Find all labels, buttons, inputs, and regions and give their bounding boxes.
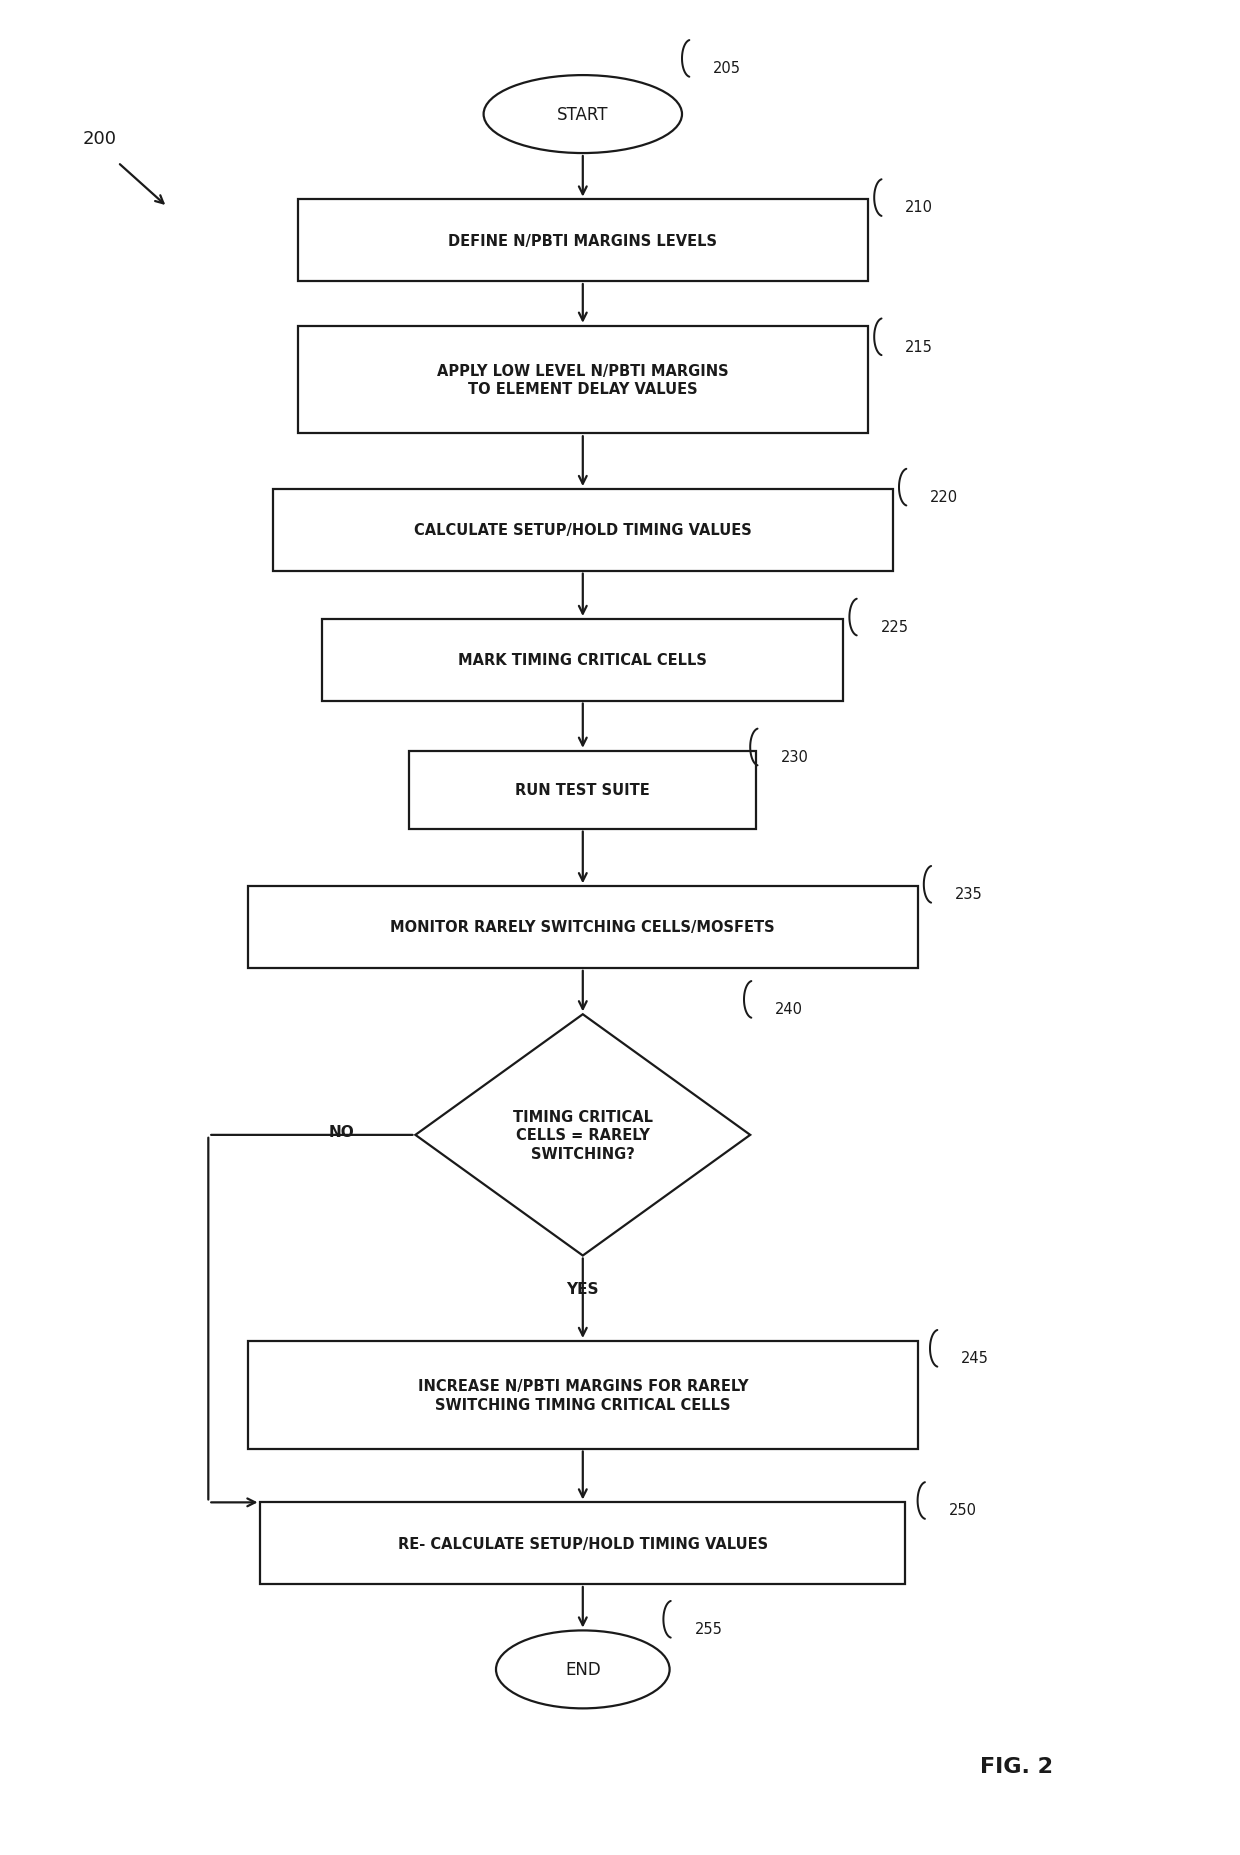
Bar [248, 887, 918, 968]
Text: DEFINE N/PBTI MARGINS LEVELS: DEFINE N/PBTI MARGINS LEVELS [449, 234, 717, 249]
Text: 220: 220 [930, 490, 959, 505]
Text: APPLY LOW LEVEL N/PBTI MARGINS
TO ELEMENT DELAY VALUES: APPLY LOW LEVEL N/PBTI MARGINS TO ELEMEN… [436, 364, 729, 397]
Text: MARK TIMING CRITICAL CELLS: MARK TIMING CRITICAL CELLS [459, 653, 707, 668]
Text: FIG. 2: FIG. 2 [981, 1757, 1053, 1775]
Bar [273, 490, 893, 571]
Text: 255: 255 [694, 1621, 722, 1636]
Bar [260, 1503, 905, 1584]
Text: 225: 225 [880, 620, 909, 634]
Ellipse shape [484, 76, 682, 154]
Text: TIMING CRITICAL
CELLS = RARELY
SWITCHING?: TIMING CRITICAL CELLS = RARELY SWITCHING… [513, 1109, 652, 1161]
Bar [248, 1341, 918, 1449]
Text: NO: NO [329, 1124, 353, 1139]
Text: END: END [565, 1660, 600, 1679]
Text: 210: 210 [905, 200, 934, 215]
Bar [298, 326, 868, 434]
Text: 240: 240 [775, 1002, 804, 1017]
Text: 215: 215 [905, 339, 932, 354]
Text: CALCULATE SETUP/HOLD TIMING VALUES: CALCULATE SETUP/HOLD TIMING VALUES [414, 523, 751, 538]
Ellipse shape [496, 1631, 670, 1708]
Text: 235: 235 [955, 887, 982, 902]
Text: START: START [557, 106, 609, 124]
Text: RUN TEST SUITE: RUN TEST SUITE [516, 783, 650, 798]
Bar [322, 620, 843, 701]
Text: 245: 245 [961, 1350, 988, 1365]
Polygon shape [415, 1015, 750, 1256]
Text: 250: 250 [949, 1503, 977, 1517]
Text: 205: 205 [713, 61, 742, 76]
Text: MONITOR RARELY SWITCHING CELLS/MOSFETS: MONITOR RARELY SWITCHING CELLS/MOSFETS [391, 920, 775, 935]
Text: YES: YES [567, 1282, 599, 1297]
Text: 200: 200 [82, 130, 117, 148]
Text: RE- CALCULATE SETUP/HOLD TIMING VALUES: RE- CALCULATE SETUP/HOLD TIMING VALUES [398, 1536, 768, 1551]
Text: INCREASE N/PBTI MARGINS FOR RARELY
SWITCHING TIMING CRITICAL CELLS: INCREASE N/PBTI MARGINS FOR RARELY SWITC… [418, 1378, 748, 1412]
Bar [409, 751, 756, 829]
Text: 230: 230 [781, 749, 808, 764]
Bar [298, 200, 868, 282]
